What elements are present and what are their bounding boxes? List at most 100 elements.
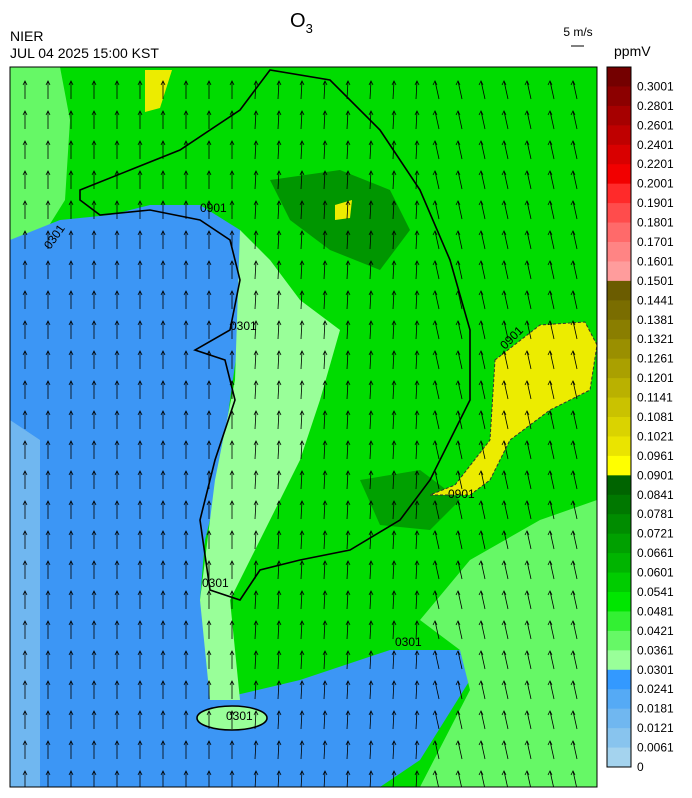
wind-arrow-head [114, 290, 120, 296]
wind-arrow [503, 410, 509, 430]
wind-arrow [300, 230, 303, 250]
map-field [10, 67, 597, 787]
colorbar-label: 0.1601 [637, 254, 674, 268]
wind-arrow-head [276, 380, 282, 386]
wind-arrow-head [391, 410, 397, 416]
wind-arrow-head [276, 710, 282, 716]
wind-arrow-head [345, 140, 351, 146]
wind-arrow [254, 470, 257, 490]
wind-arrow-head [501, 350, 507, 356]
wind-arrow-head [547, 230, 553, 236]
wind-arrow [277, 470, 280, 490]
colorbar-label: 0.0361 [637, 643, 674, 657]
wind-arrow-head [160, 230, 166, 236]
wind-arrow-head [45, 260, 51, 266]
colorbar-swatch [607, 300, 631, 321]
wind-arrow-head [206, 380, 212, 386]
title-main: O [290, 10, 306, 32]
wind-arrow-head [570, 260, 576, 266]
wind-arrow-head [524, 80, 530, 86]
wind-arrow-head [501, 410, 507, 416]
wind-arrow [300, 320, 303, 340]
wind-arrow-head [524, 440, 530, 446]
wind-arrow-head [524, 560, 530, 566]
colorbar-label: 0.0901 [637, 468, 674, 482]
wind-arrow-head [524, 770, 530, 776]
wind-arrow-head [229, 410, 235, 416]
wind-arrow-head [414, 470, 420, 476]
wind-arrow [277, 680, 280, 700]
wind-arrow [323, 380, 326, 400]
wind-arrow [526, 200, 532, 220]
wind-arrow [549, 710, 555, 730]
wind-arrow [549, 290, 555, 310]
wind-arrow [549, 410, 555, 430]
wind-arrow-head [114, 260, 120, 266]
wind-arrow [434, 590, 440, 610]
wind-arrow-head [414, 110, 420, 116]
wind-arrow-head [414, 290, 420, 296]
wind-arrow-head [345, 260, 351, 266]
wind-arrow-head [253, 650, 259, 656]
wind-arrow [457, 650, 463, 670]
wind-arrow-head [253, 770, 259, 776]
wind-arrow-head [391, 230, 397, 236]
wind-arrow [415, 560, 418, 580]
wind-arrow-head [183, 500, 189, 506]
wind-arrow-head [547, 260, 553, 266]
wind-arrow [346, 530, 349, 550]
coastal-zone [200, 230, 340, 700]
wind-arrow-head [68, 650, 74, 656]
wind-arrow [323, 80, 326, 100]
wind-arrow-head [183, 710, 189, 716]
wind-arrow-head [547, 170, 553, 176]
wind-scale: 5 m/s [563, 25, 592, 39]
colorbar-swatch [607, 125, 631, 146]
wind-arrow-head [368, 200, 374, 206]
datetime: JUL 04 2025 15:00 KST [10, 45, 159, 61]
wind-arrow-head [206, 470, 212, 476]
wind-arrow-head [455, 140, 461, 146]
wind-arrow-head [322, 320, 328, 326]
wind-arrow [415, 710, 418, 730]
wind-arrow-head [160, 380, 166, 386]
wind-arrow [526, 320, 532, 340]
wind-arrow-head [45, 470, 51, 476]
wind-arrow-head [432, 470, 438, 476]
wind-arrow-head [276, 170, 282, 176]
wind-arrow-head [570, 470, 576, 476]
contour-label: 0901 [448, 487, 475, 501]
wind-arrow-head [524, 500, 530, 506]
wind-arrow-head [91, 680, 97, 686]
wind-arrow-head [114, 590, 120, 596]
wind-arrow [346, 200, 349, 220]
wind-arrow-head [570, 740, 576, 746]
wind-arrow-head [68, 380, 74, 386]
wind-arrow-head [253, 620, 259, 626]
wind-arrow [369, 620, 372, 640]
colorbar-swatch [607, 144, 631, 165]
wind-arrow-head [183, 650, 189, 656]
wind-arrow-head [91, 500, 97, 506]
wind-arrow-head [114, 230, 120, 236]
wind-arrow-head [114, 140, 120, 146]
wind-arrow-head [501, 710, 507, 716]
wind-arrow-head [391, 650, 397, 656]
wind-arrow-head [160, 350, 166, 356]
wind-arrow-head [478, 440, 484, 446]
wind-arrow-head [299, 560, 305, 566]
wind-arrow-head [570, 620, 576, 626]
colorbar-swatch [607, 592, 631, 612]
wind-arrow-head [206, 200, 212, 206]
wind-arrow-head [68, 620, 74, 626]
wind-arrow-head [91, 260, 97, 266]
wind-arrow [572, 350, 578, 370]
wind-arrow-head [160, 290, 166, 296]
wind-arrow [415, 140, 418, 160]
wind-arrow [457, 320, 463, 340]
wind-arrow [254, 110, 257, 130]
wind-arrow-head [206, 680, 212, 686]
wind-arrow-head [322, 590, 328, 596]
wind-arrow [480, 110, 486, 130]
wind-arrow-head [229, 170, 235, 176]
